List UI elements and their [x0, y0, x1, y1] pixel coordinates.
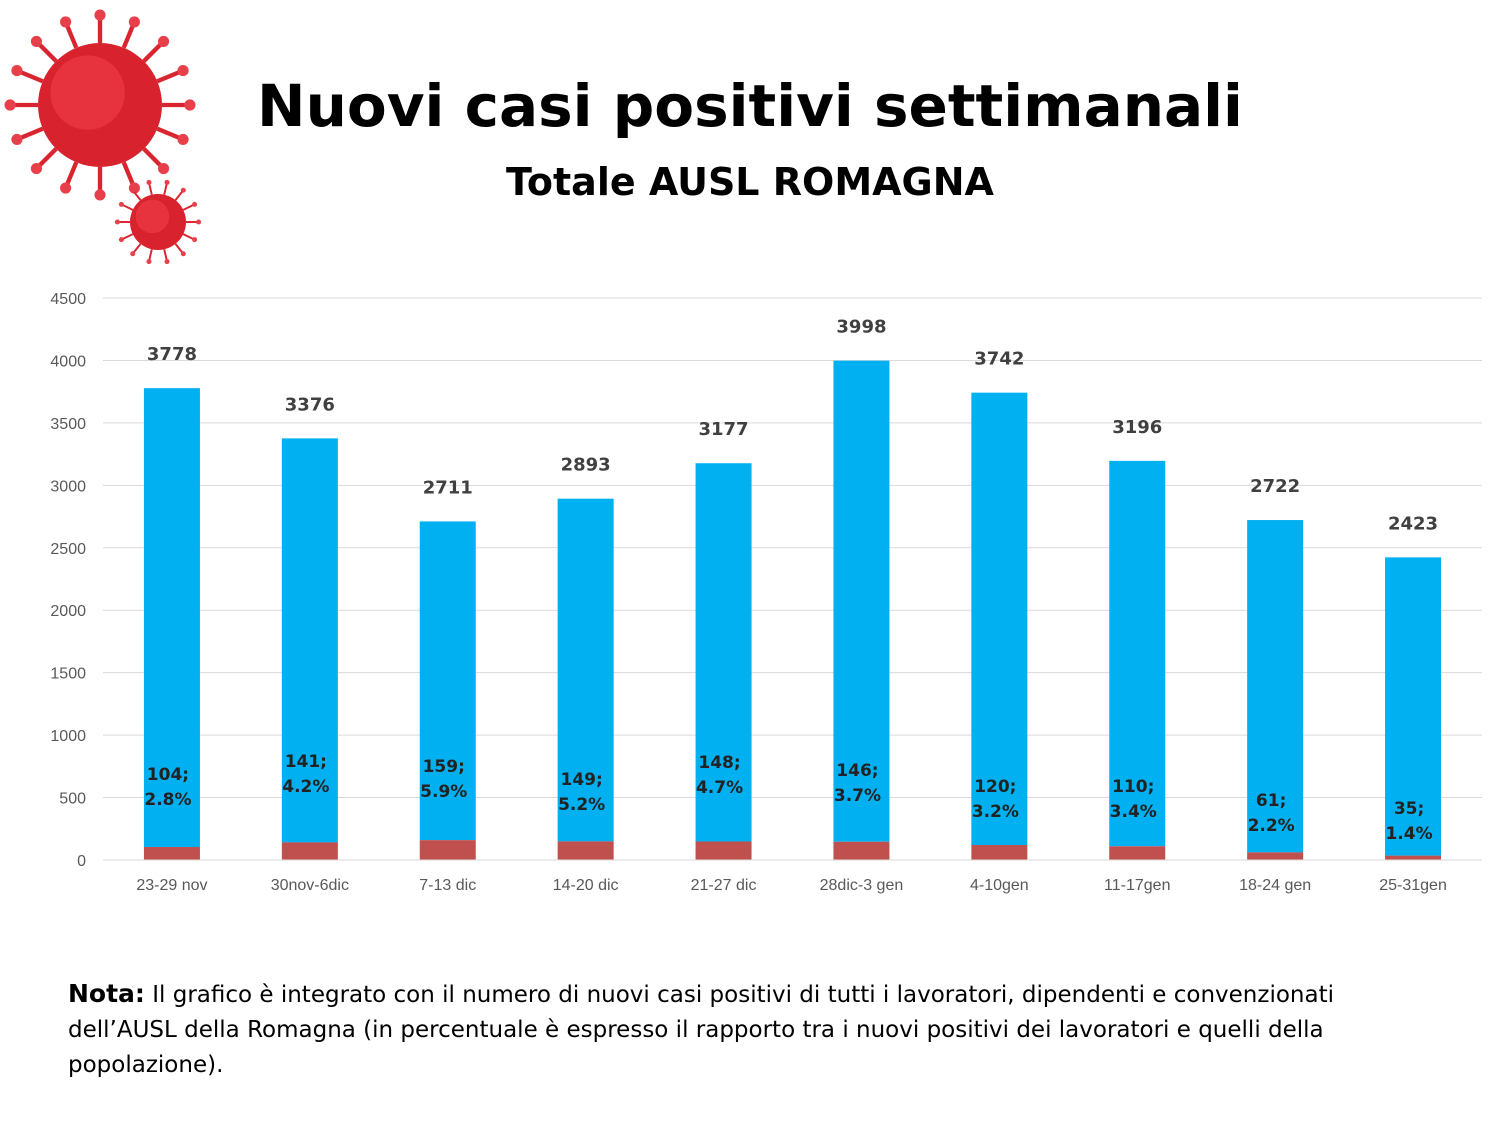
y-tick-label: 1500: [50, 666, 86, 683]
worker-pct-label: 3.2%: [972, 802, 1019, 822]
total-label: 2423: [1388, 513, 1438, 534]
bar-population: [1109, 460, 1166, 847]
worker-count-label: 146;: [836, 761, 878, 781]
y-tick-label: 4500: [50, 291, 86, 308]
y-tick-label: 1000: [50, 728, 86, 745]
y-tick-label: 500: [59, 791, 86, 808]
worker-count-label: 61;: [1256, 791, 1286, 811]
bar-population: [143, 388, 200, 848]
bar-workers: [1247, 852, 1304, 860]
bar-population: [419, 521, 476, 841]
note-label: Nota:: [68, 979, 145, 1008]
worker-pct-label: 4.2%: [282, 777, 329, 797]
worker-pct-label: 4.7%: [696, 778, 743, 798]
worker-count-label: 149;: [561, 770, 603, 790]
total-label: 2722: [1250, 476, 1300, 497]
bar-workers: [833, 841, 890, 860]
bar-workers: [281, 842, 338, 860]
worker-pct-label: 5.9%: [420, 782, 467, 802]
bar-workers: [1109, 846, 1166, 860]
worker-count-label: 104;: [147, 765, 189, 785]
y-tick-label: 2500: [50, 541, 86, 558]
worker-pct-label: 2.2%: [1248, 816, 1295, 836]
footnote: Nota: Il grafico è integrato con il nume…: [68, 976, 1408, 1083]
x-tick-label: 28dic-3 gen: [820, 877, 904, 894]
worker-count-label: 35;: [1394, 799, 1424, 819]
worker-count-label: 110;: [1112, 777, 1154, 797]
bar-workers: [143, 847, 200, 860]
worker-count-label: 120;: [974, 777, 1016, 797]
bar-population: [1385, 557, 1442, 856]
x-tick-label: 18-24 gen: [1239, 877, 1311, 894]
worker-pct-label: 5.2%: [558, 795, 605, 815]
bar-population: [833, 360, 890, 842]
bar-population: [971, 392, 1028, 846]
worker-count-label: 141;: [285, 752, 327, 772]
x-tick-label: 25-31gen: [1379, 877, 1447, 894]
bar-population: [281, 438, 338, 843]
x-tick-label: 30nov-6dic: [271, 877, 349, 894]
page-title: Nuovi casi positivi settimanali: [257, 72, 1243, 140]
worker-pct-label: 2.8%: [144, 790, 191, 810]
total-label: 3376: [285, 394, 335, 415]
y-tick-label: 2000: [50, 603, 86, 620]
x-tick-label: 4-10gen: [970, 877, 1029, 894]
total-label: 3998: [836, 317, 886, 338]
y-tick-label: 3500: [50, 416, 86, 433]
bar-workers: [971, 845, 1028, 860]
virus-icon-small: [114, 179, 202, 265]
total-label: 3196: [1112, 417, 1162, 438]
note-text: Il grafico è integrato con il numero di …: [68, 982, 1334, 1078]
total-label: 3742: [974, 349, 1024, 370]
page-subtitle: Totale AUSL ROMAGNA: [506, 160, 994, 204]
x-tick-label: 14-20 dic: [553, 877, 619, 894]
worker-count-label: 148;: [698, 753, 740, 773]
bar-workers: [695, 841, 752, 860]
total-label: 2711: [423, 477, 473, 498]
worker-count-label: 159;: [423, 757, 465, 777]
worker-pct-label: 3.7%: [834, 786, 881, 806]
bar-workers: [419, 840, 476, 860]
bar-workers: [557, 841, 614, 860]
worker-pct-label: 3.4%: [1110, 802, 1157, 822]
x-tick-label: 21-27 dic: [691, 877, 757, 894]
x-tick-label: 23-29 nov: [136, 877, 207, 894]
bar-workers: [1385, 855, 1442, 860]
y-tick-label: 4000: [50, 353, 86, 370]
virus-icon-large: [4, 9, 196, 201]
bar-population: [557, 498, 614, 842]
total-label: 3778: [147, 344, 197, 365]
y-tick-label: 3000: [50, 478, 86, 495]
bar-population: [695, 463, 752, 842]
worker-pct-label: 1.4%: [1385, 824, 1432, 844]
x-tick-label: 11-17gen: [1104, 877, 1170, 894]
y-tick-label: 0: [77, 853, 86, 870]
x-tick-label: 7-13 dic: [419, 877, 476, 894]
bar-population: [1247, 520, 1304, 853]
total-label: 3177: [698, 419, 748, 440]
total-label: 2893: [561, 455, 611, 476]
